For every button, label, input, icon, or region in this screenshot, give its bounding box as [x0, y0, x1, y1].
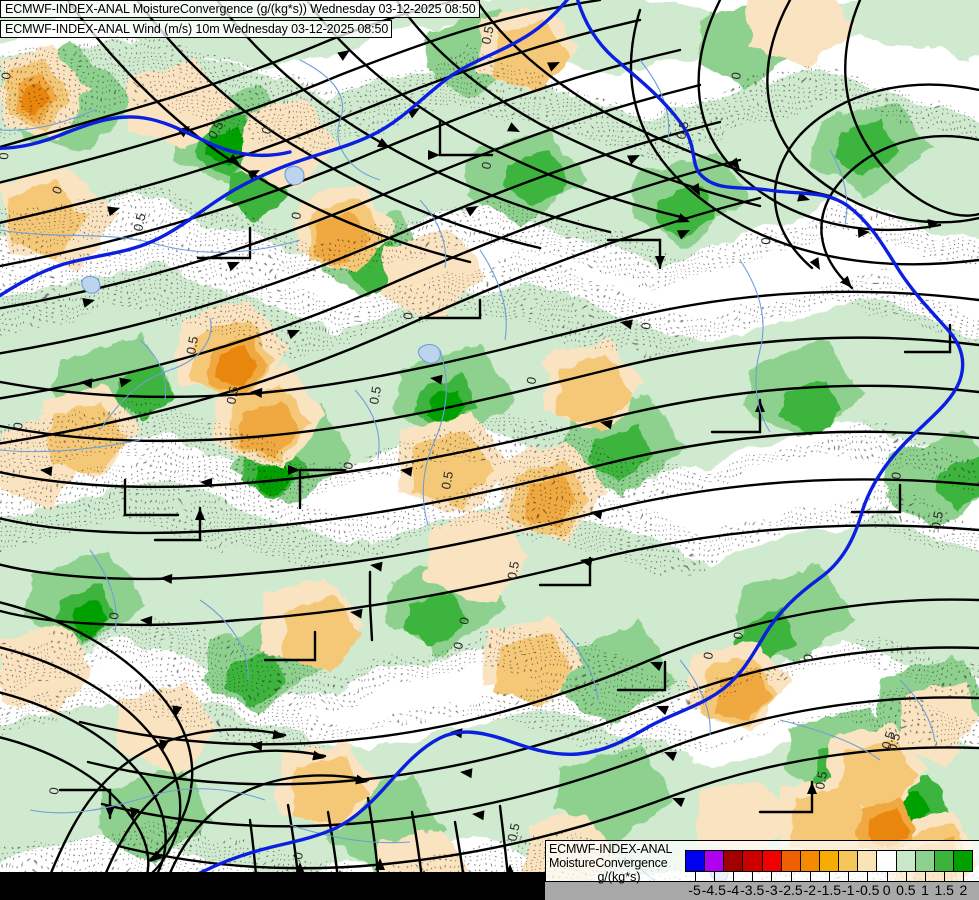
contour-label: 0 [290, 851, 306, 860]
contour-label: 0.5 [812, 770, 830, 790]
field-title-wind: ECMWF-INDEX-ANAL Wind (m/s) 10m Wednesda… [0, 20, 393, 38]
colorbar-swatch [915, 851, 935, 871]
colorbar-tick [905, 872, 907, 881]
colorbar-tick [848, 872, 850, 881]
contour-label: 0.5 [130, 212, 148, 233]
contour-label: 0 [800, 653, 816, 663]
colorbar-swatch [877, 851, 897, 871]
contour-label: 0 [258, 125, 274, 136]
colorbar-tick-label: -1 [841, 882, 855, 898]
colorbar-tick [925, 872, 926, 881]
colorbar-tick [694, 872, 696, 881]
colorbar-ticks [685, 872, 973, 882]
colorbar-tick-label: -3 [765, 882, 778, 898]
colorbar-tick-label: -2.5 [778, 882, 803, 898]
colorbar-tick [752, 872, 754, 881]
contour-label: 0.5 [928, 510, 946, 530]
colorbar-swatch [724, 851, 744, 871]
contour-label: 0 [288, 211, 304, 221]
contour-label: 0.5 [878, 729, 897, 751]
contour-label: 0.5 [884, 732, 903, 753]
colorbar-tick-label: 0 [882, 882, 891, 898]
colorbar-tick-label: 0.5 [896, 882, 916, 898]
colorbar-swatch [839, 851, 859, 871]
colorbar[interactable] [685, 850, 973, 872]
colorbar-tick [790, 872, 792, 881]
colorbar-swatch [705, 851, 725, 871]
colorbar-tick [713, 872, 715, 881]
colorbar-tick-label: 1.5 [934, 882, 954, 898]
colorbar-swatch [762, 851, 782, 871]
contour-label: 0 [456, 616, 472, 625]
contour-label: 0 [758, 237, 773, 245]
colorbar-tick [886, 872, 888, 881]
colorbar-tick-label: -3.5 [740, 882, 765, 898]
contour-label: 0 [49, 184, 66, 196]
colorbar-swatch [953, 851, 973, 871]
contour-label: 0 [450, 641, 466, 651]
colorbar-tick [829, 872, 830, 881]
contour-label: 0.5 [183, 335, 201, 355]
contour-label: 0 [400, 312, 416, 321]
colorbar-swatch [896, 851, 916, 871]
colorbar-tick-label: 2 [959, 882, 968, 898]
colorbar-tick-label: 1 [921, 882, 929, 898]
contour-label: 0.5 [504, 560, 522, 580]
legend-labels: ECMWF-INDEX-ANAL MoistureConvergence [549, 842, 689, 870]
legend-model-label: ECMWF-INDEX-ANAL [549, 842, 673, 856]
contour-label: 0 [340, 461, 356, 471]
contour-label: 0 [523, 375, 539, 385]
contour-label: 0 [46, 787, 62, 796]
contour-label: 0.5 [366, 385, 384, 405]
colorbar-tick-label: -4.5 [701, 882, 726, 898]
colorbar-tick [771, 872, 773, 881]
colorbar-tick [867, 872, 869, 881]
colorbar-tick-label: -1.5 [816, 882, 842, 898]
contour-label: 0 [0, 152, 11, 160]
legend-scale-background [545, 882, 979, 900]
colorbar-tick-label: -0.5 [855, 882, 880, 898]
contour-label: 0 [728, 71, 744, 80]
contour-label: 0 [888, 471, 904, 481]
contour-label: 0.5 [438, 470, 456, 490]
colorbar-tick-label: -2 [803, 882, 817, 898]
colorbar-swatch [781, 851, 801, 871]
contour-label: 0 [700, 651, 716, 661]
legend-units-label: g/(kg*s) [597, 870, 641, 884]
colorbar-swatch [934, 851, 954, 871]
contour-label: 0 [0, 71, 14, 80]
contour-label: 0 [730, 631, 746, 641]
colorbar-swatch [858, 851, 878, 871]
field-title-moisture-convergence: ECMWF-INDEX-ANAL MoistureConvergence (g/… [0, 0, 480, 18]
contour-label: 0.5 [223, 385, 241, 406]
colorbar-tick [944, 872, 946, 881]
colorbar-tick [809, 872, 811, 881]
colorbar-tick [963, 872, 965, 881]
colorbar-tick [733, 872, 734, 881]
legend-panel: ECMWF-INDEX-ANAL MoistureConvergence g/(… [545, 840, 979, 900]
colorbar-tick-label: -4 [726, 882, 740, 898]
contour-label: 0.5 [478, 25, 496, 46]
colorbar-swatch [743, 851, 763, 871]
colorbar-swatch [800, 851, 820, 871]
contour-label: 0 [638, 322, 654, 331]
contour-label: 0 [106, 612, 122, 621]
colorbar-tick-labels: -5 -4.5 -4 -3.5 -3 -2.5 -2 -1.5 -1 -0.5 0 0.5 1 1.5 2 [665, 881, 979, 900]
contour-label: 0.5 [673, 120, 691, 141]
contour-label: 0 [478, 160, 494, 170]
contour-label: 0 [10, 422, 26, 431]
legend-field-label: MoistureConvergence [549, 856, 668, 870]
colorbar-swatch [819, 851, 840, 871]
contour-label: 0.5 [504, 822, 522, 843]
domain-mask-band [0, 872, 546, 900]
colorbar-swatch [686, 851, 706, 871]
colorbar-tick-label: -5 [688, 882, 701, 898]
